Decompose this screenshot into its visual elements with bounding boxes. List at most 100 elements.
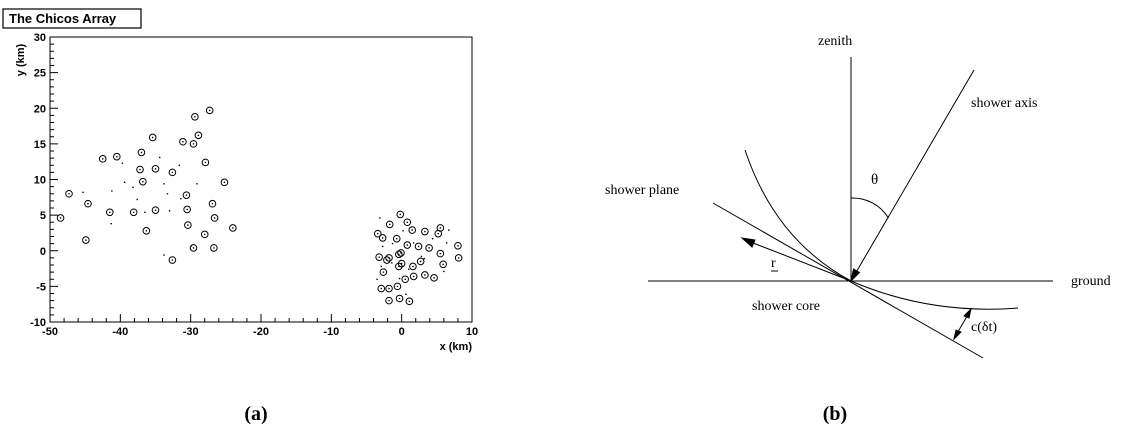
marker-ring — [220, 178, 229, 187]
c-delta-t-arrowhead-bottom — [953, 329, 962, 341]
marker-center — [151, 136, 154, 139]
x-tick-label: -40 — [112, 326, 128, 338]
marker-ring — [136, 165, 144, 174]
station-circle-marker — [179, 137, 187, 146]
station-circle-marker — [408, 226, 417, 234]
marker-ring — [210, 244, 218, 252]
marker-center — [457, 257, 460, 259]
station-dot-marker — [412, 242, 415, 244]
station-circle-marker — [148, 133, 157, 142]
marker-center — [381, 237, 384, 239]
marker-ring — [392, 234, 401, 243]
station-circle-marker — [416, 257, 425, 266]
marker-ring — [205, 106, 214, 115]
station-circle-marker — [84, 199, 92, 208]
shower-plane-line — [712, 202, 984, 359]
x-tick-label: -50 — [42, 326, 58, 338]
marker-center — [419, 260, 422, 263]
x-tick-label: 0 — [399, 326, 405, 338]
marker-center — [382, 271, 385, 273]
x-axis-ticks: -50 -40 -30 -20 -10 0 10 — [42, 314, 478, 338]
marker-center — [386, 259, 388, 261]
marker-center — [197, 134, 200, 137]
station-dot-marker — [136, 198, 139, 201]
marker-ring — [210, 214, 219, 222]
marker-ring — [421, 227, 429, 236]
marker-ring — [403, 218, 412, 227]
marker-center — [457, 244, 459, 247]
station-dot-marker — [447, 229, 450, 231]
station-circle-marker — [182, 191, 191, 199]
marker-center — [439, 252, 442, 255]
marker-center — [185, 194, 188, 196]
marker-ring — [183, 205, 191, 214]
station-dot-marker — [381, 245, 384, 248]
marker-center — [192, 143, 195, 145]
station-circle-marker — [151, 165, 160, 173]
marker-center — [399, 213, 402, 216]
marker-center — [437, 232, 440, 235]
station-circle-marker — [201, 158, 210, 167]
station-dot-marker — [443, 270, 445, 273]
station-circle-marker — [403, 218, 412, 227]
marker-ring — [395, 262, 403, 271]
marker-center — [192, 247, 195, 249]
station-circle-marker — [401, 275, 409, 284]
station-dot-marker — [398, 277, 401, 280]
marker-center — [213, 217, 216, 219]
y-tick-label: 25 — [34, 68, 46, 80]
station-circle-marker — [129, 208, 138, 217]
station-circle-marker — [403, 241, 412, 249]
station-dot-marker — [445, 242, 448, 244]
y-tick-label: -5 — [36, 281, 46, 293]
marker-ring — [425, 244, 433, 252]
station-circle-marker — [395, 250, 403, 259]
marker-center — [154, 168, 157, 170]
marker-ring — [401, 275, 409, 284]
marker-center — [232, 227, 234, 229]
marker-ring — [405, 297, 414, 306]
x-tick-label: -10 — [323, 326, 339, 338]
station-dot-marker — [407, 268, 410, 271]
marker-center — [398, 253, 400, 256]
station-circle-marker — [375, 253, 383, 261]
marker-ring — [430, 274, 438, 282]
y-tick-label: 5 — [40, 210, 46, 222]
marker-center — [59, 217, 62, 219]
marker-center — [378, 256, 380, 258]
marker-center — [424, 274, 426, 276]
marker-ring — [137, 148, 146, 157]
station-circle-marker — [98, 155, 107, 163]
marker-center — [187, 224, 189, 226]
theta-label: θ — [871, 172, 878, 188]
marker-ring — [395, 294, 404, 303]
station-circle-marker — [220, 178, 229, 187]
marker-ring — [395, 250, 403, 259]
marker-center — [154, 209, 157, 211]
marker-center — [204, 161, 207, 164]
station-circle-marker — [436, 249, 445, 258]
station-dot-marker — [168, 210, 171, 212]
marker-ring — [151, 165, 160, 173]
panel-a-title-box — [2, 8, 142, 29]
station-circle-marker — [208, 199, 217, 208]
marker-ring — [409, 272, 418, 281]
marker-ring — [436, 249, 445, 258]
station-dot-marker — [180, 197, 182, 200]
r-perp-label: r — [771, 256, 776, 271]
station-dot-marker — [423, 257, 425, 260]
zenith-label: zenith — [818, 34, 852, 49]
station-circle-marker — [439, 260, 447, 269]
y-axis-ticks: -10 -5 0 5 10 15 20 25 30 — [30, 32, 58, 329]
marker-ring — [56, 214, 65, 222]
station-circle-marker — [409, 272, 418, 281]
marker-ring — [385, 296, 393, 305]
station-dot-marker — [123, 181, 126, 184]
x-tick-label: -20 — [253, 326, 269, 338]
station-circle-marker — [393, 282, 402, 291]
station-circle-marker — [183, 205, 191, 214]
marker-ring — [416, 257, 425, 266]
station-circle-marker — [142, 227, 151, 235]
marker-center — [171, 171, 174, 174]
y-tick-label: 0 — [40, 246, 46, 258]
